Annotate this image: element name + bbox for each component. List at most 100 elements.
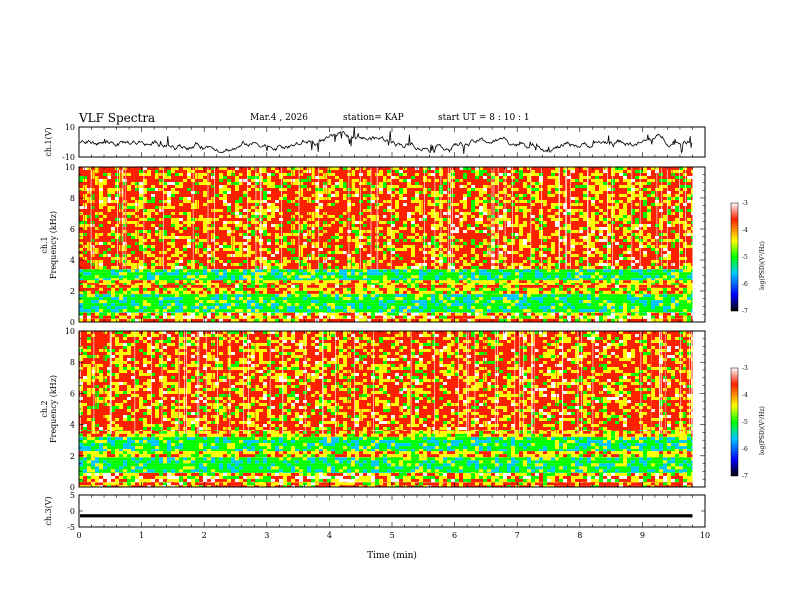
spectrogram-cell [99,212,103,215]
spectrogram-cell [299,200,303,203]
spectrogram-cell [99,263,103,266]
spectrogram-cell [379,278,383,281]
spectrogram-cell [391,173,395,176]
spectrogram-cell [187,191,191,194]
spectrogram-cell [159,230,163,233]
spectrogram-cell [271,287,275,291]
spectrogram-cell [371,173,375,176]
spectrogram-cell [339,185,343,188]
spectrogram-cell [187,215,191,218]
spectrogram-cell [395,212,399,215]
spectrogram-cell [247,284,251,288]
spectrogram-cell [411,230,415,233]
spectrogram-cell [375,272,379,276]
spectrogram-cell [111,170,115,173]
spectrogram-cell [375,248,379,251]
spectrogram-cell [331,309,335,313]
spectrogram-cell [159,218,163,221]
spectrogram-cell [131,290,135,294]
spectrogram-cell [131,206,135,209]
spectrogram-cell [403,254,407,257]
spectrogram-cell [107,248,111,251]
spectrogram-cell [363,303,367,307]
spectrogram-cell [371,275,375,279]
spectrogram-cell [203,200,207,203]
spectrogram-cell [247,306,251,310]
spectrogram-cell [415,309,419,313]
spectrogram-cell [331,260,335,263]
spectrogram-cell [151,179,155,182]
spectrogram-cell [223,170,227,173]
spectrogram-cell [111,306,115,310]
spectrogram-cell [111,280,115,284]
spectrogram-cell [175,221,179,224]
spectrogram-cell [287,221,291,224]
spectrogram-cell [303,294,307,298]
spectrogram-cell [159,248,163,251]
spectrogram-cell [251,315,255,319]
spectrogram-cell [223,179,227,182]
spectrogram-cell [339,272,343,276]
spectrogram-cell [343,254,347,257]
spectrogram-cell [399,312,403,313]
spectrogram-cell [419,170,423,173]
spectrogram-cell [343,188,347,191]
spectrogram-cell [267,200,271,203]
spectrogram-cell [275,221,279,224]
spectrogram-cell [223,318,227,322]
spectrogram-cell [215,233,219,236]
spectrogram-cell [275,260,279,263]
spectrogram-cell [123,318,127,322]
spectrogram-cell [91,312,95,316]
spectrogram-cell [411,315,415,319]
spectrogram-cell [119,300,123,304]
spectrogram-cell [419,233,423,236]
spectrogram-cell [79,263,83,266]
spectrogram-cell [135,236,139,239]
spectrogram-cell [307,297,311,301]
spectrogram-cell [83,251,87,254]
spectrogram-cell [119,182,123,185]
spectrogram-cell [275,309,279,313]
spectrogram-cell [131,309,135,313]
spectrogram-cell [391,212,395,215]
spectrogram-cell [379,280,383,284]
spectrogram-cell [159,224,163,227]
spectrogram-cell [99,218,103,221]
spectrogram-cell [379,182,383,185]
spectrogram-cell [171,272,175,276]
spectrogram-cell [99,236,103,239]
spectrogram-cell [83,303,87,307]
spectrogram-cell [323,283,327,285]
spectrogram-cell [127,197,131,200]
spectrogram-cell [271,212,275,215]
spectrogram-cell [107,227,111,230]
spectrogram-cell [183,309,187,313]
spectrogram-cell [139,242,143,245]
spectrogram-cell [267,209,271,212]
spectrogram-cell [119,266,123,269]
spectrogram-cell [375,230,379,233]
spectrogram-cell [103,254,107,257]
spectrogram-cell [103,257,107,260]
spectrogram-cell [203,263,207,266]
spectrogram-cell [311,290,315,294]
spectrogram-cell [251,312,255,316]
spectrogram-cell [303,176,307,179]
spectrogram-cell [315,300,319,304]
spectrogram-cell [399,215,403,218]
spectrogram-cell [199,275,203,279]
spectrogram-cell [283,176,287,179]
spectrogram-cell [183,248,187,251]
spectrogram-cell [195,280,199,284]
spectrogram-cell [123,300,127,304]
spectrogram-cell [79,280,83,284]
spectrogram-cell [127,315,131,319]
spectrogram-cell [155,283,159,285]
spectrogram-cell [387,206,391,209]
spectrogram-cell [315,287,319,291]
spectrogram-cell [299,312,303,313]
spectrogram-cell [103,200,107,203]
spectrogram-cell [295,278,299,281]
